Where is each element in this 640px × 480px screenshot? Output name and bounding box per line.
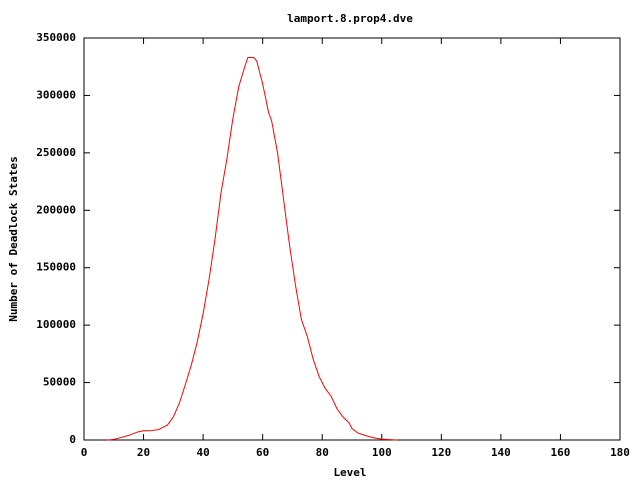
x-tick-label: 100 <box>372 446 392 459</box>
x-tick-label: 60 <box>256 446 269 459</box>
y-tick-label: 150000 <box>36 261 76 274</box>
y-tick-label: 50000 <box>43 376 76 389</box>
plot-border <box>83 37 621 441</box>
y-tick-label: 0 <box>69 433 76 446</box>
x-tick-label: 120 <box>431 446 451 459</box>
x-tick-label: 40 <box>196 446 209 459</box>
y-tick-label: 200000 <box>36 203 76 216</box>
x-tick-label: 20 <box>137 446 150 459</box>
x-axis-label: Level <box>333 466 366 479</box>
y-tick-label: 100000 <box>36 318 76 331</box>
x-tick-label: 0 <box>81 446 88 459</box>
chart-title: lamport.8.prop4.dve <box>287 12 413 25</box>
y-tick-label: 350000 <box>36 31 76 44</box>
x-tick-label: 80 <box>316 446 329 459</box>
y-tick-label: 300000 <box>36 88 76 101</box>
x-tick-label: 160 <box>551 446 571 459</box>
y-axis-label: Number of Deadlock States <box>7 156 20 322</box>
data-line <box>107 57 397 441</box>
x-tick-label: 140 <box>491 446 511 459</box>
x-tick-label: 180 <box>610 446 630 459</box>
y-tick-label: 250000 <box>36 146 76 159</box>
